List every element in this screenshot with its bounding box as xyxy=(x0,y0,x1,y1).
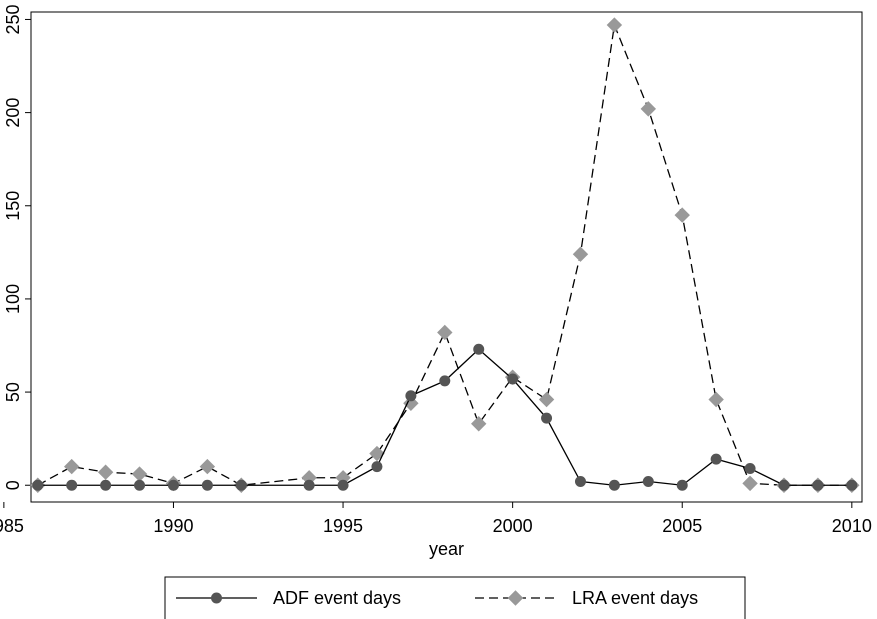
adf-data-point xyxy=(473,343,485,355)
y-tick-label: 250 xyxy=(3,4,23,34)
lra-data-point xyxy=(606,17,623,33)
x-tick-label: 2010 xyxy=(832,516,872,536)
series-lra xyxy=(30,17,860,493)
lra-data-point xyxy=(437,324,453,341)
lra-data-point xyxy=(97,464,114,480)
adf-data-point xyxy=(405,390,417,402)
legend: ADF event days LRA event days xyxy=(164,576,746,619)
lra-series-line xyxy=(37,22,852,486)
lra-data-point xyxy=(674,207,690,223)
adf-data-point xyxy=(812,479,824,491)
adf-data-point xyxy=(507,373,519,385)
lra-data-point xyxy=(131,466,148,482)
adf-data-point xyxy=(32,479,44,491)
y-tick-label: 100 xyxy=(3,284,23,314)
y-tick-label: 200 xyxy=(3,98,23,128)
y-tick-label: 0 xyxy=(3,480,23,490)
adf-data-point xyxy=(235,479,247,491)
series-layer xyxy=(30,17,860,493)
adf-data-point xyxy=(710,453,722,465)
adf-data-point xyxy=(846,479,858,491)
lra-data-point xyxy=(471,416,487,432)
lra-data-point xyxy=(199,458,216,475)
lra-data-point xyxy=(742,475,758,492)
lra-data-point xyxy=(63,458,80,475)
lra-data-point xyxy=(538,391,555,408)
y-tick-label: 50 xyxy=(3,382,23,402)
lra-data-point xyxy=(640,101,657,117)
adf-series-line xyxy=(37,348,852,486)
x-tick-label: 2005 xyxy=(662,516,702,536)
adf-data-point xyxy=(676,479,688,491)
series-adf xyxy=(32,343,858,491)
axes: 1985 1990 1995 2000 2005 2010 0 50 100 150 200 250 xyxy=(0,4,872,536)
adf-data-point xyxy=(541,412,553,424)
lra-data-point xyxy=(572,246,589,262)
x-axis-title: year xyxy=(429,539,464,559)
y-tick-label: 150 xyxy=(3,191,23,221)
adf-data-point xyxy=(167,479,179,491)
x-tick-label: 1990 xyxy=(153,516,193,536)
legend-box xyxy=(164,576,746,619)
legend-lra-marker xyxy=(507,590,524,606)
adf-data-point xyxy=(303,479,315,491)
legend-lra-label: LRA event days xyxy=(572,588,698,608)
lra-data-point xyxy=(369,445,385,462)
x-tick-label: 1985 xyxy=(0,516,24,536)
adf-data-point xyxy=(337,479,349,491)
adf-data-point xyxy=(744,462,756,474)
adf-data-point xyxy=(134,479,146,491)
adf-data-point xyxy=(201,479,213,491)
plot-frame xyxy=(30,11,863,503)
adf-data-point xyxy=(439,375,451,387)
x-tick-label: 2000 xyxy=(493,516,533,536)
adf-data-point xyxy=(608,479,620,491)
legend-adf-label: ADF event days xyxy=(273,588,401,608)
adf-data-point xyxy=(642,476,654,488)
lra-data-point xyxy=(708,391,724,408)
adf-data-point xyxy=(66,479,78,491)
adf-data-point xyxy=(574,476,586,488)
adf-data-point xyxy=(778,479,790,491)
x-tick-label: 1995 xyxy=(323,516,363,536)
adf-data-point xyxy=(371,461,383,473)
legend-adf-marker xyxy=(211,592,222,604)
adf-data-point xyxy=(100,479,112,491)
